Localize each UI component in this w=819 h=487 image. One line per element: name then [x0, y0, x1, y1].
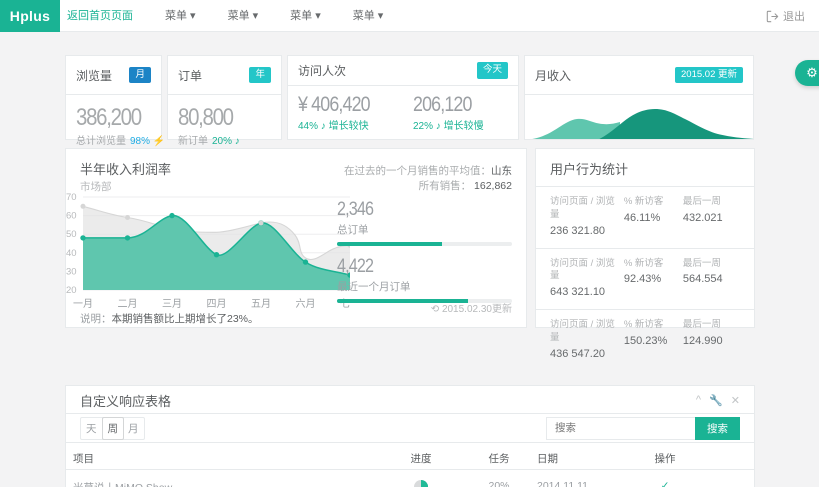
- svg-text:二月: 二月: [118, 298, 138, 310]
- svg-text:20: 20: [66, 285, 77, 296]
- svg-text:五月: 五月: [251, 298, 271, 310]
- svg-text:50: 50: [66, 229, 77, 240]
- svg-text:30: 30: [66, 266, 77, 277]
- svg-text:一月: 一月: [73, 298, 93, 310]
- svg-text:六月: 六月: [296, 298, 316, 310]
- svg-text:60: 60: [66, 211, 77, 222]
- svg-text:40: 40: [66, 248, 77, 259]
- svg-text:三月: 三月: [162, 298, 182, 310]
- svg-text:70: 70: [66, 192, 77, 203]
- svg-text:四月: 四月: [207, 298, 227, 310]
